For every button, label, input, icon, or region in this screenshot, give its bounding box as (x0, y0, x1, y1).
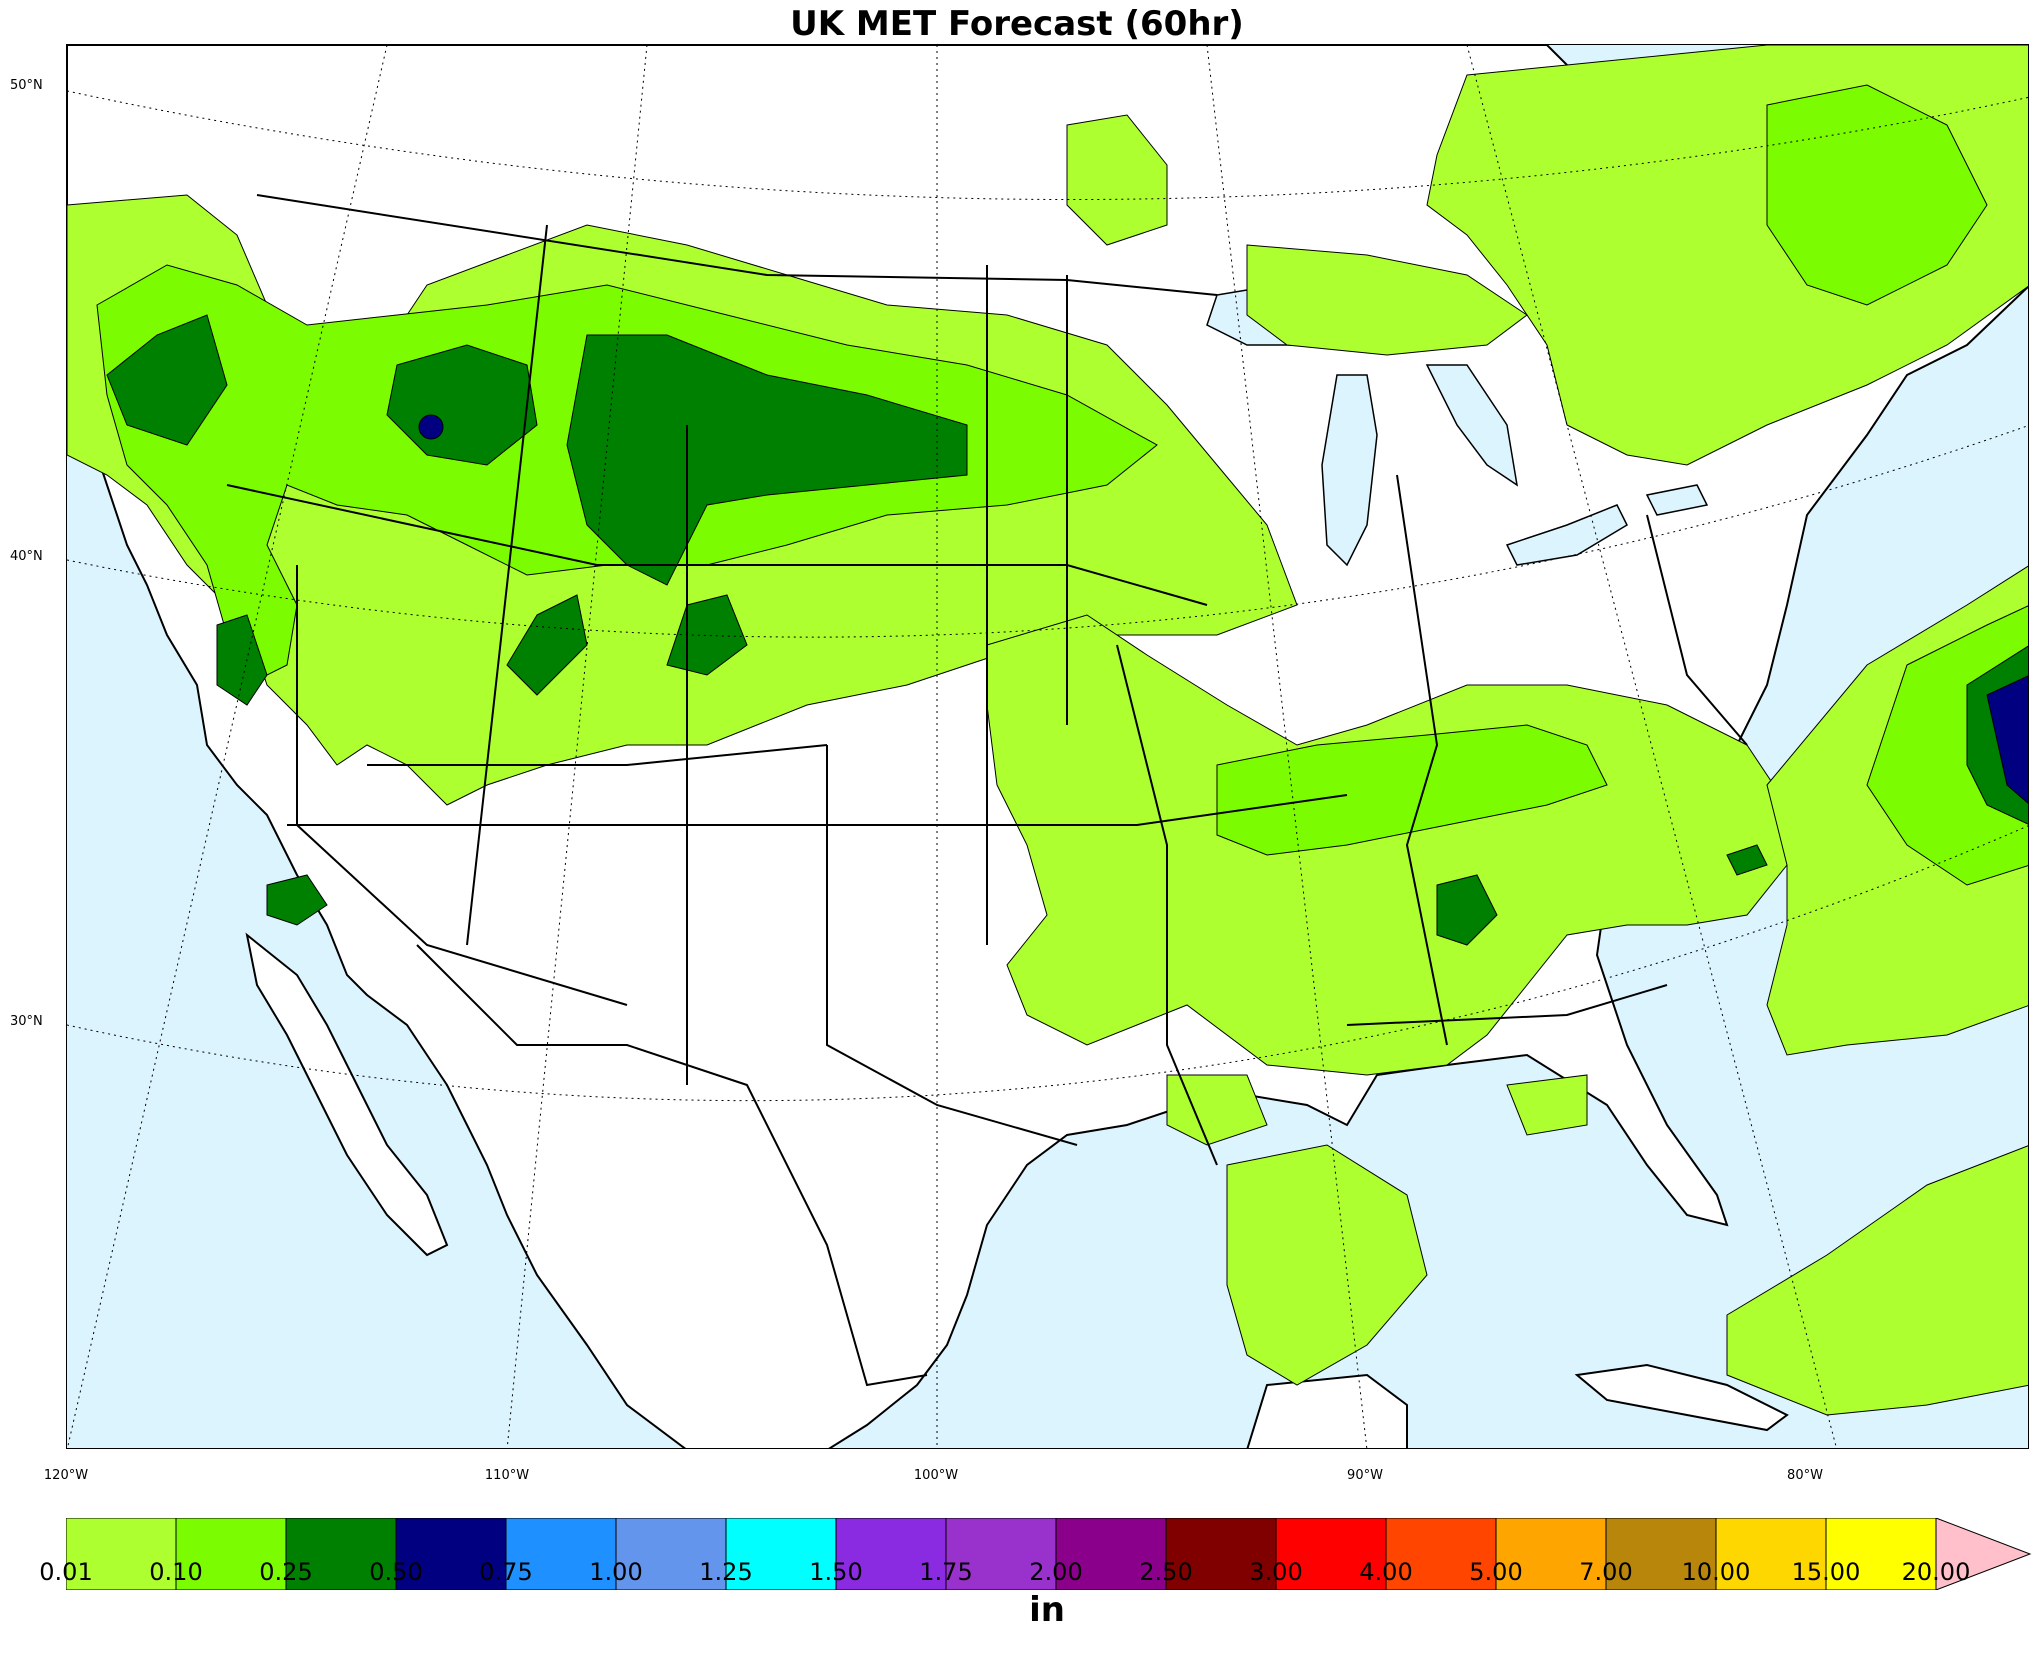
colorbar-tick-label: 10.00 (1681, 1558, 1751, 1586)
colorbar-tick-label: 7.00 (1579, 1558, 1633, 1586)
map-title: UK MET Forecast (60hr) (790, 4, 1244, 44)
lat-label-40n: 40°N (10, 549, 43, 564)
colorbar-tick-label: 0.50 (369, 1558, 423, 1586)
colorbar-tick-label: 1.00 (589, 1558, 643, 1586)
colorbar-swatch (1275, 1518, 1387, 1590)
colorbar-tick-label: 15.00 (1791, 1558, 1861, 1586)
colorbar-swatch (1495, 1518, 1607, 1590)
graticule (67, 45, 2028, 1448)
colorbar-tick-label: 1.50 (809, 1558, 863, 1586)
colorbar-unit: in (1029, 1590, 1065, 1630)
colorbar-tick-label: 2.00 (1029, 1558, 1083, 1586)
colorbar-swatches (66, 1518, 1937, 1590)
colorbar-tick-label: 2.50 (1139, 1558, 1193, 1586)
colorbar-swatch (1715, 1518, 1827, 1590)
colorbar-tick-label: 1.75 (919, 1558, 973, 1586)
colorbar-tick-label: 5.00 (1469, 1558, 1523, 1586)
colorbar-swatch (1055, 1518, 1167, 1590)
colorbar-tick-label: 0.10 (149, 1558, 203, 1586)
precip-contours (67, 45, 2028, 1416)
colorbar-tick-label: 1.25 (699, 1558, 753, 1586)
map-canvas (67, 45, 2028, 1448)
colorbar-swatch (1825, 1518, 1937, 1590)
political-borders (226, 194, 1748, 1387)
precipitation-map (66, 44, 2029, 1449)
colorbar-tick-label: 0.75 (479, 1558, 533, 1586)
colorbar-tick-label: 20.00 (1901, 1558, 1971, 1586)
lat-label-30n: 30°N (10, 1014, 43, 1029)
lon-label-90w: 90°W (1347, 1468, 1383, 1483)
colorbar-swatch (395, 1518, 507, 1590)
colorbar-tick-label: 4.00 (1359, 1558, 1413, 1586)
colorbar-swatch (1385, 1518, 1497, 1590)
colorbar (66, 1518, 2032, 1590)
colorbar-swatch (615, 1518, 727, 1590)
lon-label-80w: 80°W (1787, 1468, 1823, 1483)
colorbar-tick-label: 0.25 (259, 1558, 313, 1586)
lon-label-110w: 110°W (484, 1468, 530, 1483)
lon-label-100w: 100°W (913, 1468, 959, 1483)
colorbar-extend-arrow (1935, 1518, 2032, 1590)
colorbar-tick-label: 0.01 (39, 1558, 93, 1586)
colorbar-swatch (505, 1518, 617, 1590)
lat-label-50n: 50°N (10, 78, 43, 93)
colorbar-swatch (175, 1518, 287, 1590)
colorbar-tick-label: 3.00 (1249, 1558, 1303, 1586)
lon-label-120w: 120°W (43, 1468, 89, 1483)
colorbar-swatch (945, 1518, 1057, 1590)
